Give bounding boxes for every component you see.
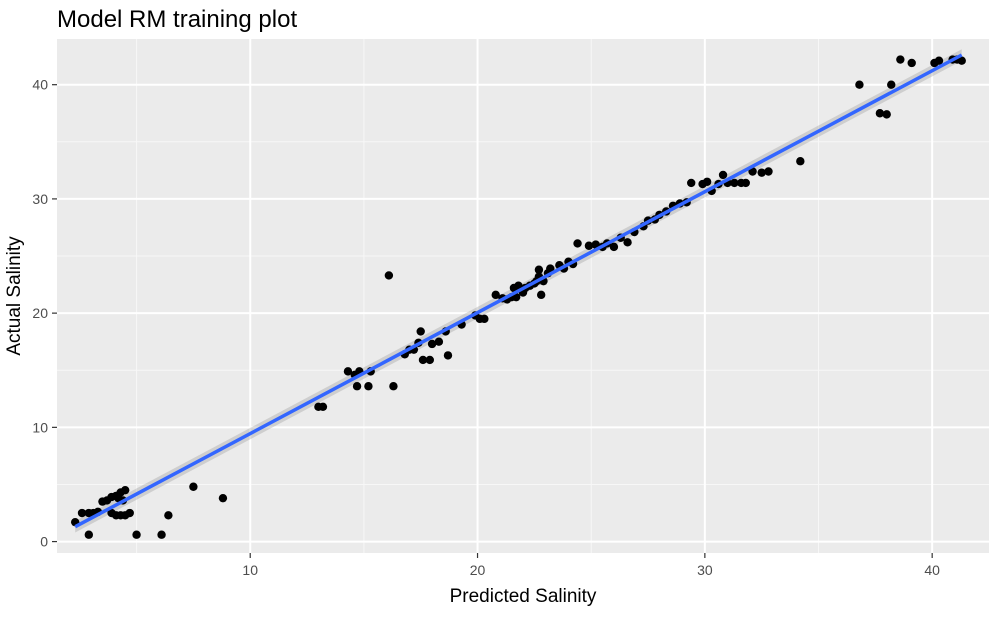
data-point [318,402,328,411]
data-point [364,382,373,391]
data-point [855,80,864,89]
x-tick-label: 10 [242,562,258,578]
data-point [389,382,398,391]
fit-line [74,53,963,529]
x-tick-label: 30 [697,562,713,578]
data-point [480,314,489,324]
x-tick-label: 20 [470,562,486,578]
data-point [164,511,173,520]
y-tick-label: 20 [32,305,48,321]
data-point [796,157,805,166]
data-point [384,271,394,280]
data-point [957,56,966,65]
data-point [702,177,712,186]
data-point [534,265,544,274]
data-point [434,337,444,346]
data-point [352,382,362,391]
x-axis-title: Predicted Salinity [450,586,597,607]
data-point [157,530,166,539]
data-point [418,355,428,365]
data-point [764,167,773,176]
data-point [416,327,425,336]
y-tick-label: 40 [32,77,48,93]
data-point [491,290,500,300]
y-axis-title: Actual Salinity [4,236,25,356]
minor-gridlines [57,39,989,553]
data-point [623,238,632,247]
data-point [887,80,896,89]
fit-line-layer [74,53,963,529]
data-point [189,482,198,491]
data-point [748,167,757,176]
data-point [718,170,728,180]
data-point [882,110,891,119]
data-point [125,508,134,518]
tick-labels: 10 20 30 40 0 10 20 30 40 [32,77,940,578]
data-point [573,239,582,248]
data-point [757,168,766,177]
y-tick-label: 30 [32,191,48,207]
data-point [84,530,94,539]
y-tick-label: 0 [40,534,48,550]
data-point [77,508,87,518]
data-point [218,493,228,503]
major-gridlines [57,39,989,553]
data-point [687,178,696,188]
data-point [934,56,944,65]
y-tick-label: 10 [32,419,48,435]
data-point [730,178,739,188]
data-point [536,290,546,300]
data-point [907,58,916,68]
data-point [584,241,594,250]
data-point [427,339,437,349]
data-point [443,351,453,360]
axis-ticks [52,84,933,558]
data-point [609,242,619,252]
data-point [896,55,905,64]
data-point [132,530,141,539]
data-point [546,264,555,273]
data-point [120,485,130,495]
data-point [425,355,434,365]
data-point [741,178,750,188]
data-point [875,109,885,118]
x-tick-label: 40 [924,562,940,578]
data-point [343,367,353,376]
chart-title: Model RM training plot [57,6,297,33]
